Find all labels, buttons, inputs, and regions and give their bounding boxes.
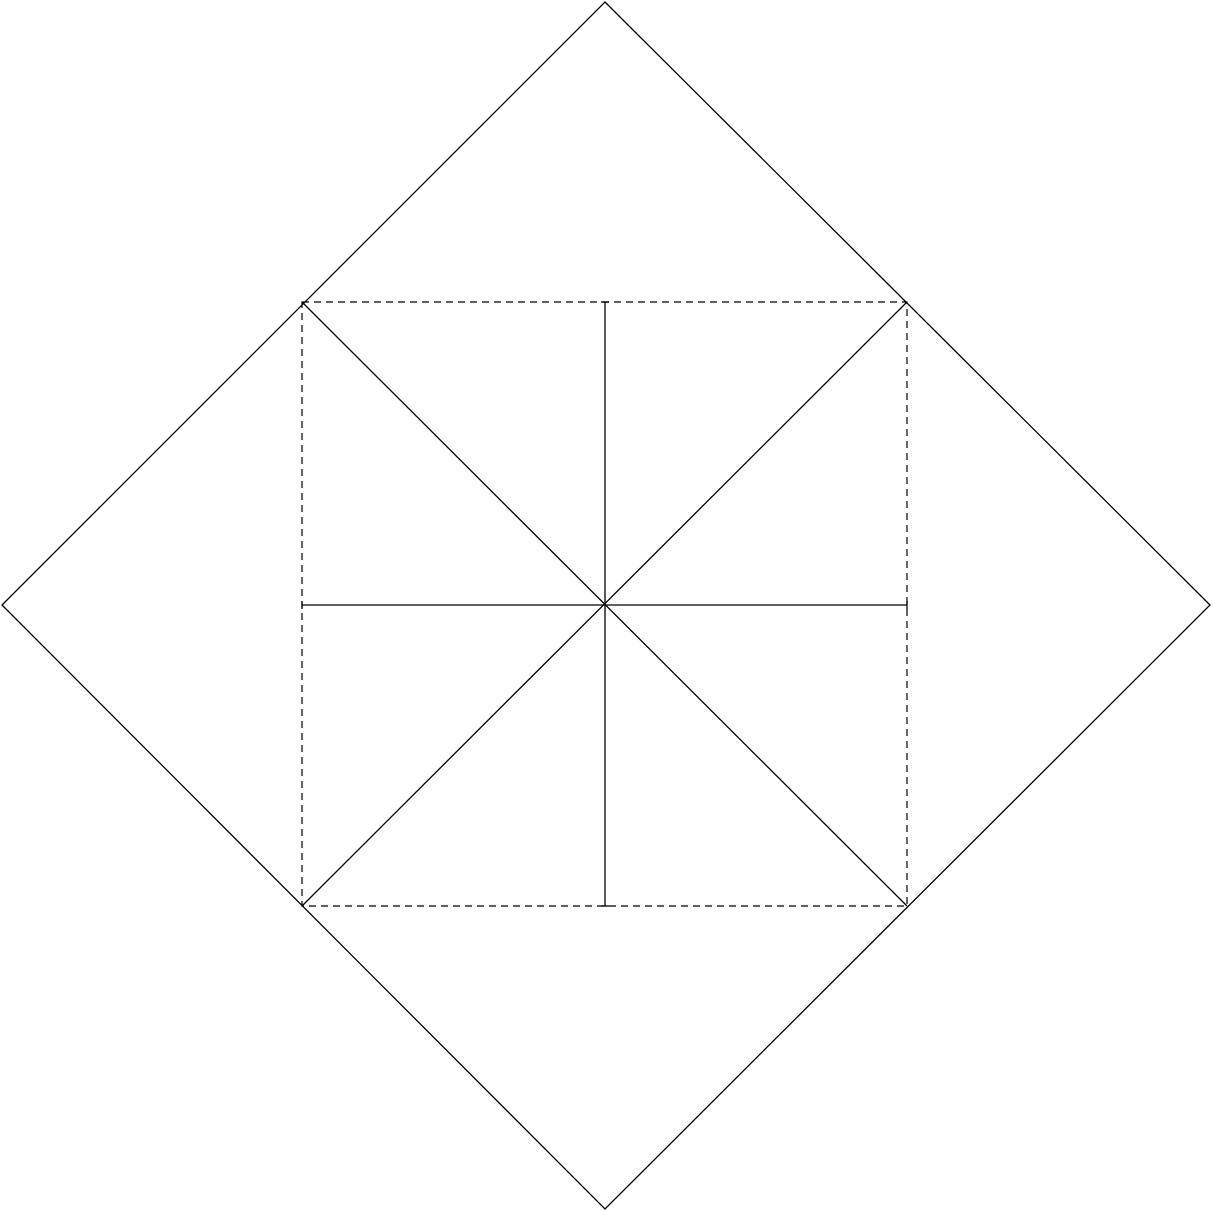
fold-diagram: [1, 1, 1211, 1210]
outer-diamond: [1, 1, 1211, 1210]
